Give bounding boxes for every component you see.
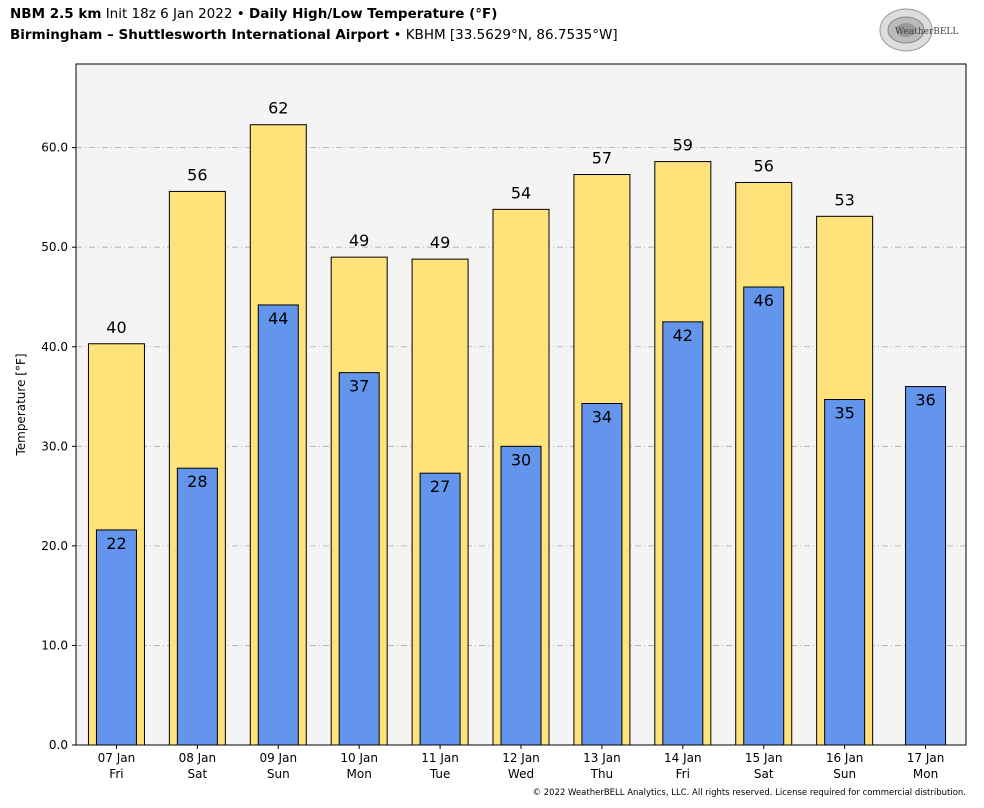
low-bar bbox=[500, 445, 542, 746]
x-tick-weekday: Sun bbox=[267, 767, 290, 781]
low-bar bbox=[824, 399, 866, 746]
x-tick-weekday: Thu bbox=[590, 767, 614, 781]
x-tick-weekday: Sat bbox=[188, 767, 208, 781]
high-label: 56 bbox=[754, 156, 774, 175]
high-label: 59 bbox=[673, 136, 693, 155]
model-name: NBM 2.5 km bbox=[10, 6, 102, 22]
x-tick-weekday: Tue bbox=[429, 767, 451, 781]
plot-frame bbox=[75, 63, 967, 746]
low-bar bbox=[419, 472, 461, 746]
y-tick-label: 60.0 bbox=[41, 141, 68, 155]
low-label: 35 bbox=[834, 404, 854, 423]
svg-text:WeatherBELL: WeatherBELL bbox=[895, 27, 958, 37]
low-label: 44 bbox=[268, 309, 288, 328]
x-tick-date: 10 Jan bbox=[340, 751, 378, 765]
init-time: Init 18z 6 Jan 2022 bbox=[105, 6, 233, 22]
x-tick-date: 12 Jan bbox=[502, 751, 540, 765]
low-bar bbox=[95, 529, 137, 746]
high-label: 56 bbox=[187, 165, 207, 184]
high-label: 49 bbox=[430, 233, 450, 252]
low-bar bbox=[176, 467, 218, 746]
high-label: 53 bbox=[834, 190, 854, 209]
x-tick-weekday: Wed bbox=[508, 767, 534, 781]
copyright: © 2022 WeatherBELL Analytics, LLC. All r… bbox=[532, 788, 966, 798]
title-line-2: Birmingham – Shuttlesworth International… bbox=[10, 27, 618, 43]
low-label: 28 bbox=[187, 472, 207, 491]
x-tick-date: 09 Jan bbox=[259, 751, 297, 765]
x-tick-weekday: Sun bbox=[833, 767, 856, 781]
x-tick-date: 11 Jan bbox=[421, 751, 459, 765]
low-label: 37 bbox=[349, 377, 369, 396]
y-tick-label: 30.0 bbox=[41, 439, 68, 453]
high-label: 62 bbox=[268, 99, 288, 118]
x-tick-date: 08 Jan bbox=[179, 751, 217, 765]
weatherbell-logo: WeatherBELL bbox=[879, 8, 958, 52]
low-label: 30 bbox=[511, 450, 531, 469]
low-bar bbox=[581, 403, 623, 746]
low-label: 27 bbox=[430, 477, 450, 496]
x-tick-date: 14 Jan bbox=[664, 751, 702, 765]
low-bar bbox=[905, 386, 947, 746]
x-tick-date: 13 Jan bbox=[583, 751, 621, 765]
y-tick-label: 40.0 bbox=[41, 340, 68, 354]
x-tick-weekday: Fri bbox=[676, 767, 690, 781]
high-label: 40 bbox=[106, 318, 126, 337]
product-name: Daily High/Low Temperature (°F) bbox=[249, 6, 498, 22]
x-tick-date: 16 Jan bbox=[826, 751, 864, 765]
low-bar bbox=[662, 321, 704, 746]
x-tick-date: 07 Jan bbox=[98, 751, 136, 765]
low-label: 42 bbox=[673, 326, 693, 345]
title-line-1: NBM 2.5 km Init 18z 6 Jan 2022 • Daily H… bbox=[10, 6, 497, 22]
station-id: KBHM [33.5629°N, 86.7535°W] bbox=[405, 27, 618, 43]
y-tick-label: 10.0 bbox=[41, 638, 68, 652]
high-label: 49 bbox=[349, 231, 369, 250]
x-tick-weekday: Mon bbox=[913, 767, 938, 781]
x-tick-weekday: Mon bbox=[347, 767, 372, 781]
x-tick-date: 15 Jan bbox=[745, 751, 783, 765]
separator: • bbox=[236, 6, 245, 22]
low-bar bbox=[338, 372, 380, 746]
y-tick-label: 0.0 bbox=[49, 738, 68, 752]
low-label: 36 bbox=[915, 391, 935, 410]
separator: • bbox=[393, 27, 402, 43]
y-tick-label: 50.0 bbox=[41, 240, 68, 254]
low-bar bbox=[743, 286, 785, 746]
low-label: 34 bbox=[592, 408, 612, 427]
station-name: Birmingham – Shuttlesworth International… bbox=[10, 27, 390, 43]
y-axis-label: Temperature [°F] bbox=[14, 353, 28, 456]
x-tick-date: 17 Jan bbox=[907, 751, 945, 765]
low-label: 22 bbox=[106, 534, 126, 553]
y-tick-label: 20.0 bbox=[41, 539, 68, 553]
low-label: 46 bbox=[754, 291, 774, 310]
high-label: 57 bbox=[592, 149, 612, 168]
high-label: 54 bbox=[511, 183, 531, 202]
x-tick-weekday: Fri bbox=[109, 767, 123, 781]
low-bar bbox=[257, 304, 299, 746]
x-tick-weekday: Sat bbox=[754, 767, 774, 781]
